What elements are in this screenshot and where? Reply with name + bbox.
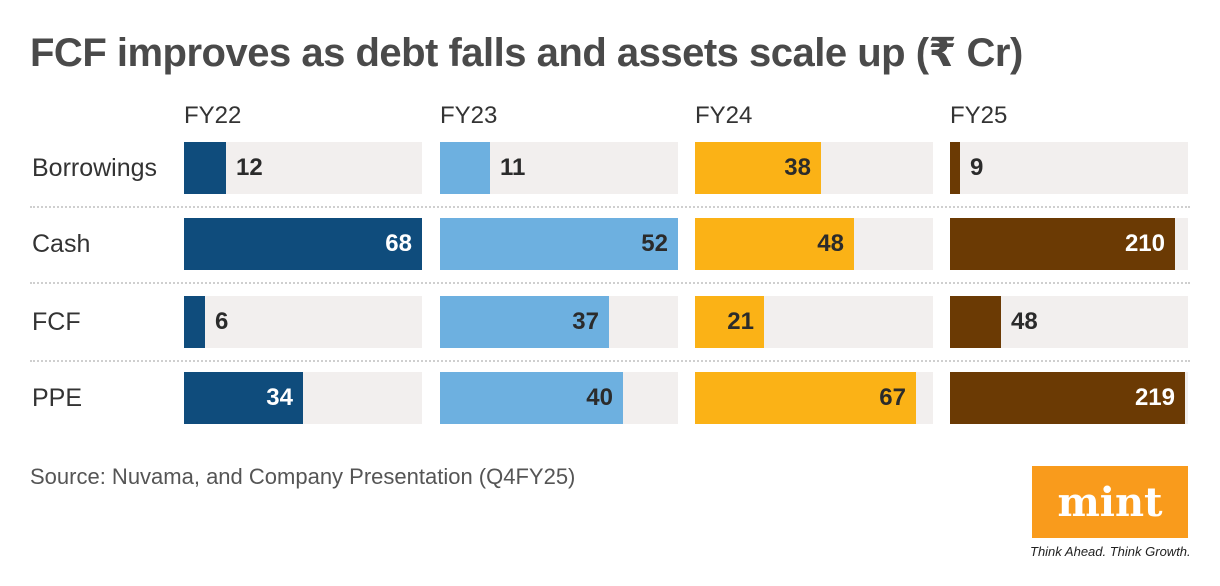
bar-track: 219 <box>950 372 1188 424</box>
value-label-fcf-fy23: 37 <box>572 308 599 335</box>
bar-track: 21 <box>695 296 933 348</box>
bar-borrowings-fy23 <box>440 142 490 194</box>
row-separator <box>30 360 1190 362</box>
value-label-cash-fy24: 48 <box>817 230 844 257</box>
column-header-fy25: FY25 <box>950 102 1008 129</box>
row-label-cash: Cash <box>32 230 91 258</box>
bar-ppe-fy25 <box>950 372 1185 424</box>
row-separator <box>30 206 1190 208</box>
value-label-fcf-fy25: 48 <box>1011 308 1038 335</box>
bar-fcf-fy23 <box>440 296 609 348</box>
bar-track: 68 <box>184 218 422 270</box>
value-label-ppe-fy23: 40 <box>586 384 613 411</box>
bar-track: 48 <box>950 296 1188 348</box>
bar-track: 37 <box>440 296 678 348</box>
value-label-ppe-fy22: 34 <box>266 384 293 411</box>
bar-borrowings-fy22 <box>184 142 226 194</box>
bar-track: 67 <box>695 372 933 424</box>
bar-fcf-fy22 <box>184 296 205 348</box>
value-label-fcf-fy24: 21 <box>727 308 754 335</box>
bar-cash-fy23 <box>440 218 678 270</box>
bar-track: 12 <box>184 142 422 194</box>
mint-logo-text: mint <box>1057 478 1163 526</box>
value-label-ppe-fy25: 219 <box>1134 384 1175 411</box>
value-label-ppe-fy24: 67 <box>879 384 906 411</box>
row-label-fcf: FCF <box>32 308 81 336</box>
bar-track: 210 <box>950 218 1188 270</box>
source-note: Source: Nuvama, and Company Presentation… <box>30 464 576 489</box>
bar-ppe-fy23 <box>440 372 623 424</box>
logo-tagline: Think Ahead. Think Growth. <box>1030 544 1191 559</box>
value-label-cash-fy22: 68 <box>385 230 412 257</box>
value-label-cash-fy25: 210 <box>1124 230 1165 257</box>
value-label-fcf-fy22: 6 <box>215 308 229 335</box>
mint-logo: mint <box>1032 466 1188 538</box>
bar-ppe-fy22 <box>184 372 303 424</box>
bar-cash-fy24 <box>695 218 854 270</box>
column-header-fy23: FY23 <box>440 102 498 129</box>
value-label-borrowings-fy22: 12 <box>236 154 263 181</box>
column-header-fy22: FY22 <box>184 102 242 129</box>
value-label-borrowings-fy23: 11 <box>500 154 526 181</box>
bar-fcf-fy25 <box>950 296 1001 348</box>
row-label-ppe: PPE <box>32 384 83 412</box>
bar-track: 34 <box>184 372 422 424</box>
bar-track: 11 <box>440 142 678 194</box>
row-label-borrowings: Borrowings <box>32 154 158 182</box>
bar-cash-fy22 <box>184 218 422 270</box>
bar-track: 52 <box>440 218 678 270</box>
value-label-cash-fy23: 52 <box>641 230 668 257</box>
value-label-borrowings-fy25: 9 <box>970 154 984 181</box>
chart-title: FCF improves as debt falls and assets sc… <box>30 31 1023 75</box>
bar-track: 40 <box>440 372 678 424</box>
bar-track: 48 <box>695 218 933 270</box>
bar-track: 9 <box>950 142 1188 194</box>
bar-borrowings-fy24 <box>695 142 821 194</box>
value-label-borrowings-fy24: 38 <box>784 154 811 181</box>
bar-borrowings-fy25 <box>950 142 960 194</box>
bar-track: 6 <box>184 296 422 348</box>
bar-ppe-fy24 <box>695 372 916 424</box>
column-header-fy24: FY24 <box>695 102 753 129</box>
row-separator <box>30 282 1190 284</box>
bar-fcf-fy24 <box>695 296 764 348</box>
bar-cash-fy25 <box>950 218 1175 270</box>
bar-track: 38 <box>695 142 933 194</box>
